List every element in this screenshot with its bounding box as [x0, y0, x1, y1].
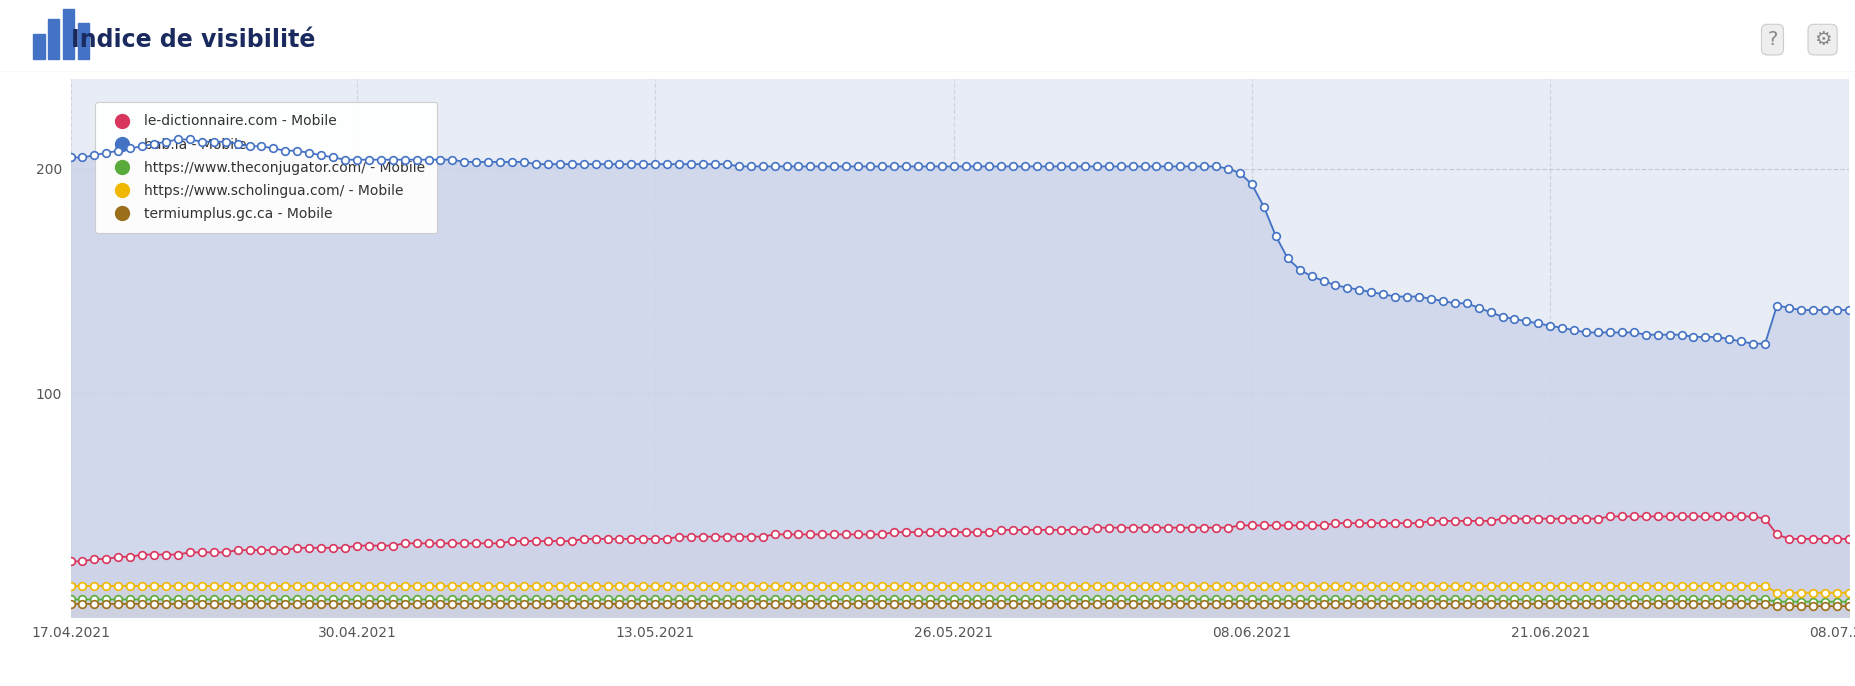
- Legend: le-dictionnaire.com - Mobile, bab.la - Mobile, https://www.theconjugator.com/ - : le-dictionnaire.com - Mobile, bab.la - M…: [95, 102, 438, 233]
- Bar: [33, 34, 45, 59]
- Bar: [48, 19, 59, 59]
- Text: Indice de visibilité: Indice de visibilité: [70, 27, 315, 51]
- Text: ?: ?: [1766, 30, 1777, 49]
- Bar: [78, 23, 89, 59]
- Text: ⚙: ⚙: [1812, 30, 1831, 49]
- Bar: [63, 9, 74, 59]
